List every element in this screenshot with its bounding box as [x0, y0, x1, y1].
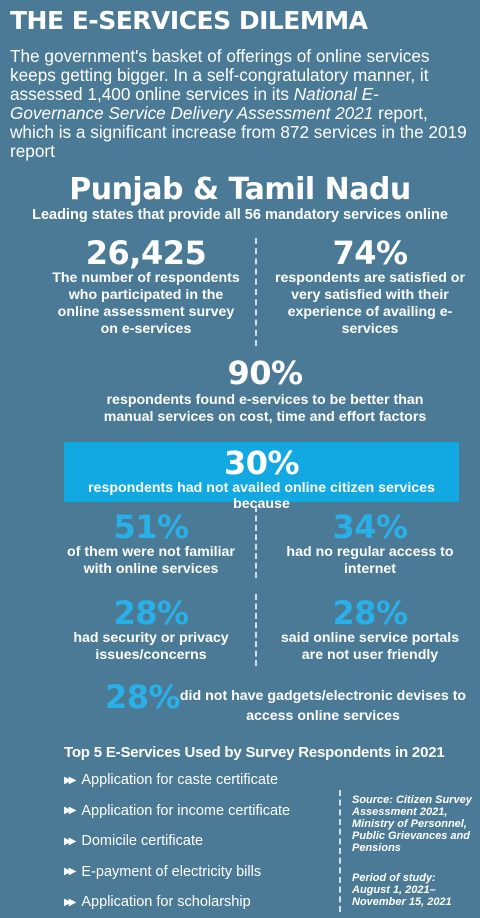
double-arrow-right-icon: ▶▶ — [64, 896, 77, 908]
reason-not-friendly: 28% said online service portals are not … — [270, 596, 470, 664]
top5-item: ▶▶ Application for income certificate — [64, 796, 344, 827]
reason-not-familiar-value: 51% — [113, 508, 189, 546]
top5-item-label: Application for income certificate — [81, 802, 291, 819]
double-arrow-right-icon: ▶▶ — [64, 835, 77, 847]
stat-better-value: 90% — [227, 354, 303, 392]
top5-item: ▶▶ Application for scholarship — [64, 887, 344, 918]
not-availed-banner: 30% respondents had not availed online c… — [64, 442, 459, 512]
top5-item-label: Application for scholarship — [81, 894, 251, 911]
leading-states: Punjab & Tamil Nadu — [69, 172, 411, 207]
double-arrow-right-icon: ▶▶ — [64, 805, 77, 817]
reason-no-gadgets-text: did not have gadgets/electronic devises … — [179, 688, 467, 724]
double-arrow-right-icon: ▶▶ — [64, 774, 77, 786]
reason-security-text: had security or privacy issues/concerns — [73, 630, 229, 663]
stat-better-text: respondents found e-services to be bette… — [103, 392, 427, 425]
stat-respondents-value: 26,425 — [85, 234, 207, 272]
stat-better: 90% respondents found e-services to be b… — [95, 356, 435, 426]
stat-satisfied-value: 74% — [332, 234, 408, 272]
reason-not-familiar: 51% of them were not familiar with onlin… — [56, 510, 246, 578]
top5-item: ▶▶ Domicile certificate — [64, 826, 344, 857]
page-title: THE E-SERVICES DILEMMA — [10, 6, 368, 35]
stat-satisfied: 74% respondents are satisfied or very sa… — [270, 236, 470, 338]
source-note: Source: Citizen Survey Assessment 2021, … — [352, 794, 472, 854]
reason-not-friendly-text: said online service portals are not user… — [280, 630, 460, 663]
divider-reasons-2 — [255, 594, 257, 666]
intro-part-2: report, which is a significant increase … — [10, 103, 467, 161]
report-name: National E-Governance Service Delivery A… — [10, 84, 379, 123]
top5-list: ▶▶ Application for caste certificate ▶▶ Ap… — [64, 765, 344, 918]
reason-not-familiar-text: of them were not familiar with online se… — [67, 544, 235, 577]
not-availed-text: respondents had not availed online citiz… — [88, 480, 435, 512]
stat-respondents: 26,425 The number of respondents who par… — [48, 236, 244, 338]
top5-item-label: E-payment of electricity bills — [81, 863, 262, 880]
reason-no-internet-text: had no regular access to internet — [286, 544, 454, 577]
intro-text: The government's basket of offerings of … — [10, 47, 472, 161]
not-availed-value: 30% — [223, 444, 300, 482]
reason-security: 28% had security or privacy issues/conce… — [56, 596, 246, 664]
reason-no-internet-value: 34% — [332, 508, 408, 546]
double-arrow-right-icon: ▶▶ — [64, 866, 77, 878]
intro-part-1: The government's basket of offerings of … — [10, 46, 430, 104]
top5-item: ▶▶ E-payment of electricity bills — [64, 857, 344, 888]
stat-satisfied-text: respondents are satisfied or very satisf… — [274, 270, 465, 337]
reason-no-gadgets-value: 28% — [105, 678, 181, 716]
stat-respondents-text: The number of respondents who participat… — [52, 270, 240, 337]
reason-not-friendly-value: 28% — [332, 594, 408, 632]
top5-item: ▶▶ Application for caste certificate — [64, 765, 344, 796]
divider-reasons-1 — [255, 506, 257, 578]
divider-row1 — [255, 238, 257, 346]
leading-states-subtitle: Leading states that provide all 56 manda… — [32, 207, 448, 223]
reason-security-value: 28% — [113, 594, 189, 632]
reason-no-internet: 34% had no regular access to internet — [270, 510, 470, 578]
reason-no-gadgets: 28% did not have gadgets/electronic devi… — [100, 678, 466, 728]
source-divider — [339, 790, 341, 912]
top5-item-label: Domicile certificate — [81, 833, 204, 850]
top5-heading: Top 5 E-Services Used by Survey Responde… — [64, 744, 445, 761]
top5-item-label: Application for caste certificate — [81, 772, 279, 789]
study-period-note: Period of study: August 1, 2021–November… — [352, 872, 452, 908]
